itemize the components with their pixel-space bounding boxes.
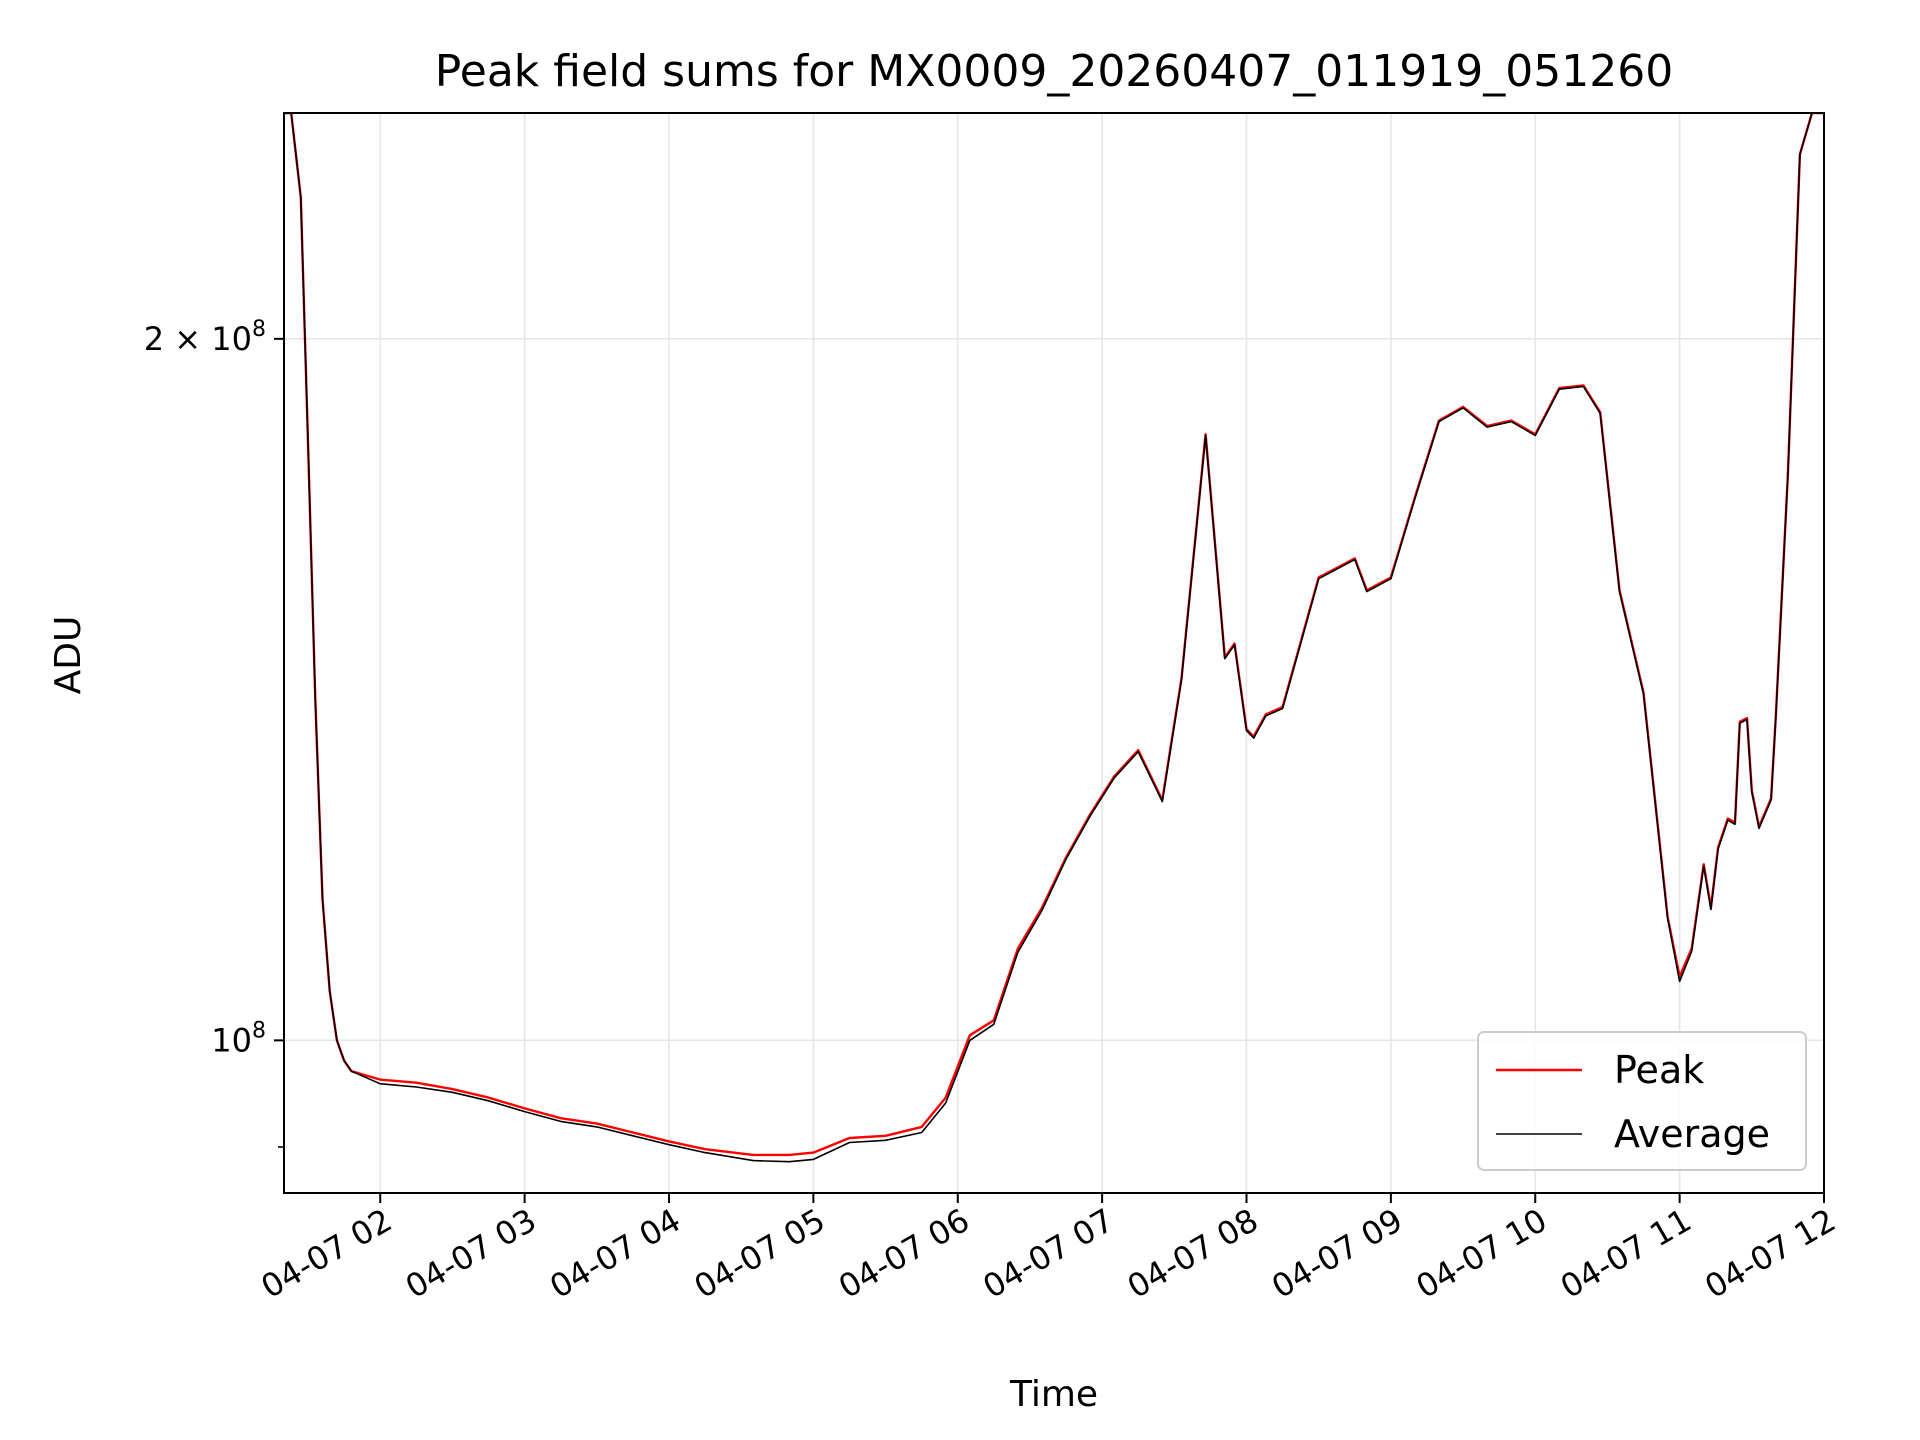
y-tick-label: 2 × 108	[144, 317, 266, 358]
legend: Peak Average	[1477, 1031, 1807, 1171]
series-line-average	[284, 113, 1824, 1163]
legend-label-peak: Peak	[1614, 1048, 1704, 1092]
plot-area-frame	[283, 112, 1825, 1194]
chart-title: Peak field sums for MX0009_20260407_0119…	[435, 46, 1673, 97]
legend-label-average: Average	[1614, 1112, 1770, 1156]
y-tick-label: 108	[211, 1018, 266, 1059]
x-axis-label: Time	[1009, 1374, 1098, 1415]
legend-box	[1477, 1031, 1807, 1171]
y-axis-label: ADU	[48, 616, 89, 695]
series-lines	[284, 113, 1824, 1163]
